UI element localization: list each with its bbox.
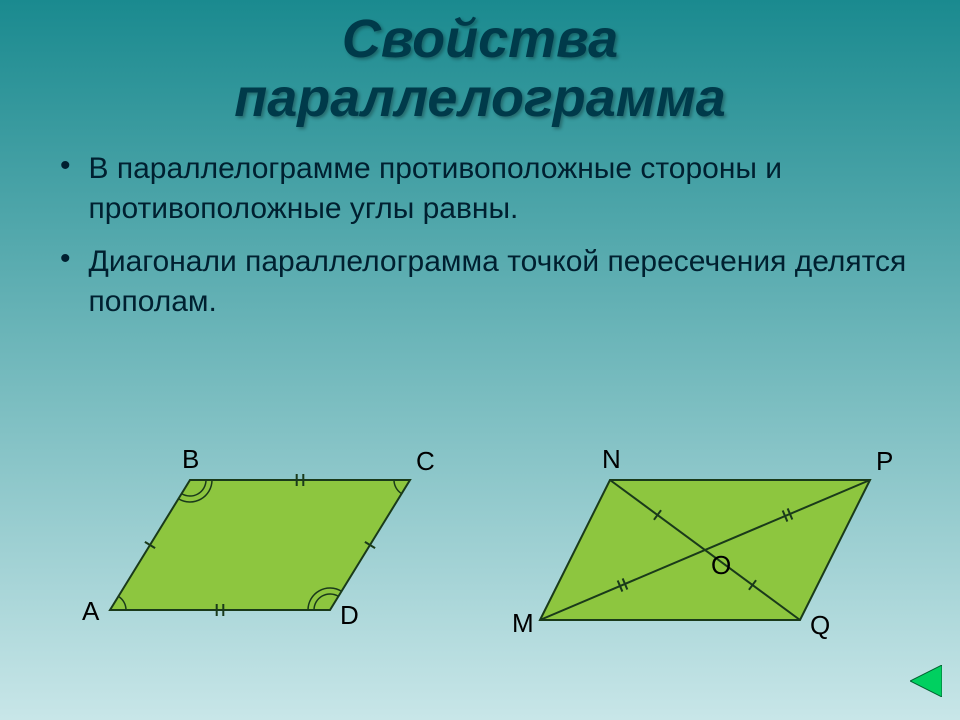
bullet-item: • Диагонали параллелограмма точкой перес…: [60, 242, 920, 323]
svg-text:M: M: [512, 608, 534, 638]
svg-text:B: B: [182, 444, 199, 474]
bullet-list: • В параллелограмме противоположные стор…: [0, 129, 960, 323]
bullet-text: В параллелограмме противоположные сторон…: [89, 149, 920, 230]
diagrams-area: A B C D M N P Q O: [0, 420, 960, 680]
bullet-marker: •: [60, 149, 71, 230]
parallelogram-abcd: A B C D: [70, 420, 450, 660]
svg-text:D: D: [340, 600, 359, 630]
parallelogram-mnpq: M N P Q O: [500, 420, 920, 660]
svg-text:A: A: [82, 596, 100, 626]
title-line-2: параллелограмма: [0, 69, 960, 128]
svg-text:Q: Q: [810, 610, 830, 640]
bullet-text: Диагонали параллелограмма точкой пересеч…: [89, 242, 920, 323]
svg-text:C: C: [416, 446, 435, 476]
svg-text:O: O: [711, 550, 731, 580]
triangle-left-icon: [910, 665, 942, 697]
bullet-marker: •: [60, 242, 71, 323]
bullet-item: • В параллелограмме противоположные стор…: [60, 149, 920, 230]
slide-title: Свойства параллелограмма: [0, 0, 960, 129]
slide: Свойства параллелограмма • В параллелогр…: [0, 0, 960, 720]
prev-slide-icon[interactable]: [910, 665, 942, 702]
svg-text:N: N: [602, 444, 621, 474]
title-line-1: Свойства: [0, 10, 960, 69]
svg-text:P: P: [876, 446, 893, 476]
